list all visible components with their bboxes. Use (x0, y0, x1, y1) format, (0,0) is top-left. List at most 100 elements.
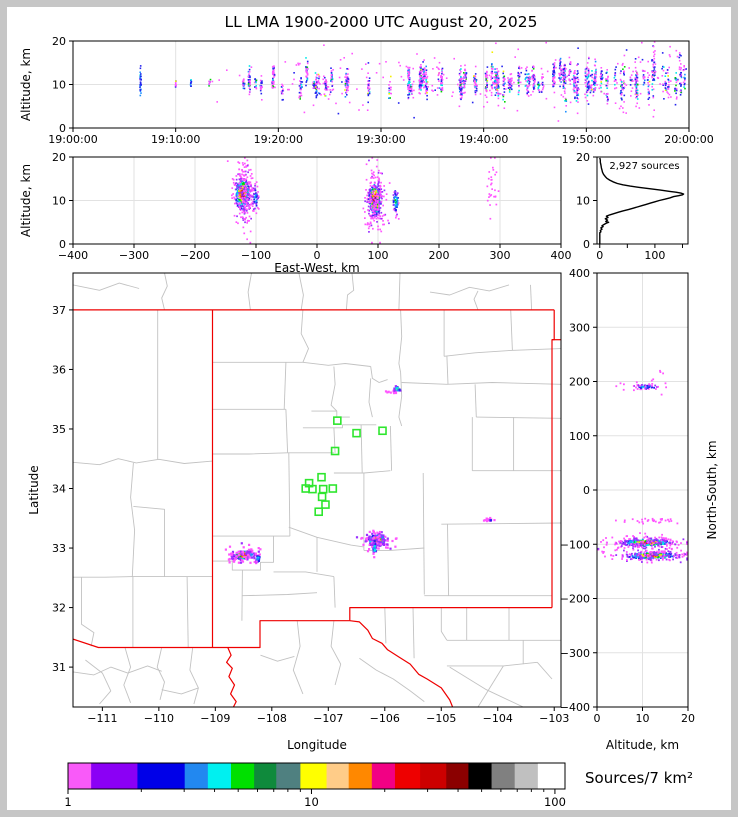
y-tick-label: 10 (576, 195, 590, 208)
colorbar-segment-9 (326, 763, 350, 789)
y-tick-label: 0 (59, 122, 66, 135)
y-tick-label: 33 (52, 542, 66, 555)
y-tick-label: 0 (583, 238, 590, 251)
histogram-curve (599, 157, 685, 244)
colorbar-segment-17 (514, 763, 539, 789)
station-marker (328, 484, 338, 493)
map-layers (73, 273, 561, 707)
x-tick-label: 0 (596, 249, 603, 262)
colorbar-segment-14 (446, 763, 469, 789)
panel-altitude-histogram: 0 100 0 10 20 2,927 sources (576, 151, 689, 262)
colorbar-segment-2 (137, 763, 186, 789)
lma-stations (301, 416, 387, 517)
x-tick-label: 200 (429, 249, 450, 262)
colorbar-tick-label: 10 (304, 795, 319, 809)
colorbar-tick-label: 1 (64, 795, 71, 809)
y-tick-label: 100 (569, 430, 590, 443)
colorbar-segment-8 (300, 763, 328, 789)
y-tick-label: 200 (569, 376, 590, 389)
x-tick-label: −400 (58, 249, 88, 262)
x-tick-label: −100 (241, 249, 271, 262)
panel-north-south: 0 10 20 400 300 200 100 0 −100 −200 −300 −400 Altitu… (560, 267, 719, 752)
station-marker (308, 484, 317, 494)
y-tick-label: 10 (52, 195, 66, 208)
panel-time-height: 19:00:00 19:10:00 19:20:00 19:30:00 19:40:00… (19, 35, 714, 146)
y-tick-label: −200 (560, 593, 590, 606)
colorbar-segment-6 (254, 763, 277, 789)
x-tick-label: 20:00:00 (664, 133, 713, 146)
colorbar: 1 10 100 Sources/7 km² (64, 762, 693, 809)
colorbar-segment-11 (371, 763, 396, 789)
y-tick-label: 0 (59, 238, 66, 251)
source-count-annotation: 2,927 sources (609, 161, 679, 172)
scatter-north-south (597, 369, 688, 564)
x-axis-label-east-west: East-West, km (274, 261, 360, 275)
y-tick-label: −100 (560, 538, 590, 551)
colorbar-segment-12 (394, 763, 421, 789)
colorbar-segment-13 (420, 763, 447, 789)
y-axis-label-north-south: North-South, km (705, 440, 719, 539)
y-tick-label: 35 (52, 423, 66, 436)
colorbar-segment-18 (537, 763, 566, 789)
x-tick-label: 300 (490, 249, 511, 262)
x-tick-label: −108 (257, 712, 287, 725)
station-marker (321, 500, 330, 509)
panel-map: −111 −110 −109 −108 −107 −106 −105 −104 −103 31 32… (27, 272, 569, 752)
y-tick-label: 20 (576, 151, 590, 164)
y-tick-label: 10 (52, 79, 66, 92)
x-axis-label-longitude: Longitude (287, 738, 347, 752)
x-tick-label: −110 (144, 712, 174, 725)
scatter-time-height (139, 41, 687, 122)
x-tick-label: 19:40:00 (459, 133, 508, 146)
colorbar-segment-15 (468, 763, 493, 789)
x-tick-label: −107 (313, 712, 343, 725)
scatter-east-west (226, 157, 500, 244)
x-tick-label: −105 (426, 712, 456, 725)
x-tick-label: 10 (636, 712, 650, 725)
colorbar-segment-4 (207, 763, 232, 789)
colorbar-segment-3 (184, 763, 209, 789)
x-tick-label: 19:30:00 (356, 133, 405, 146)
y-axis-label-altitude: Altitude, km (19, 48, 33, 121)
y-tick-label: 300 (569, 321, 590, 334)
x-tick-label: 0 (314, 249, 321, 262)
y-axis-label-altitude-2: Altitude, km (19, 164, 33, 237)
x-tick-label: 19:10:00 (151, 133, 200, 146)
station-marker (314, 507, 323, 517)
x-tick-label: 400 (551, 249, 572, 262)
y-tick-label: 32 (52, 602, 66, 615)
colorbar-tick-label: 100 (544, 795, 566, 809)
x-tick-label: 19:00:00 (48, 133, 97, 146)
colorbar-segment-1 (91, 763, 138, 789)
colorbar-title: Sources/7 km² (585, 769, 693, 787)
y-tick-label: 34 (52, 483, 66, 496)
y-tick-label: −300 (560, 647, 590, 660)
y-tick-label: 0 (583, 484, 590, 497)
station-marker (317, 472, 326, 482)
x-tick-label: 19:20:00 (254, 133, 303, 146)
y-tick-label: 36 (52, 363, 66, 376)
x-tick-label: 20 (681, 712, 695, 725)
y-tick-label: 20 (52, 35, 66, 48)
x-tick-label: −109 (200, 712, 230, 725)
station-marker (330, 446, 340, 456)
colorbar-segment-16 (491, 763, 516, 789)
figure-title: LL LMA 1900-2000 UTC August 20, 2025 (225, 13, 538, 31)
x-tick-label: −106 (370, 712, 400, 725)
colorbar-segment-10 (348, 763, 373, 789)
figure-canvas: LL LMA 1900-2000 UTC August 20, 2025 19:0… (19, 13, 719, 809)
colorbar-segment-0 (68, 763, 92, 789)
station-marker (333, 416, 342, 425)
x-tick-label: 100 (644, 249, 665, 262)
state-borders (73, 309, 561, 707)
y-axis-label-latitude: Latitude (27, 465, 41, 514)
x-tick-label: −104 (483, 712, 513, 725)
x-axis-label-altitude: Altitude, km (606, 738, 679, 752)
y-tick-label: 400 (569, 267, 590, 280)
y-tick-label: 20 (52, 151, 66, 164)
x-tick-label: −103 (539, 712, 569, 725)
panel-east-west: −400 −300 −200 −100 0 100 200 300 400 0 10 20 Altitu… (19, 151, 572, 275)
colorbar-segment-5 (230, 763, 255, 789)
x-tick-label: −300 (119, 249, 149, 262)
